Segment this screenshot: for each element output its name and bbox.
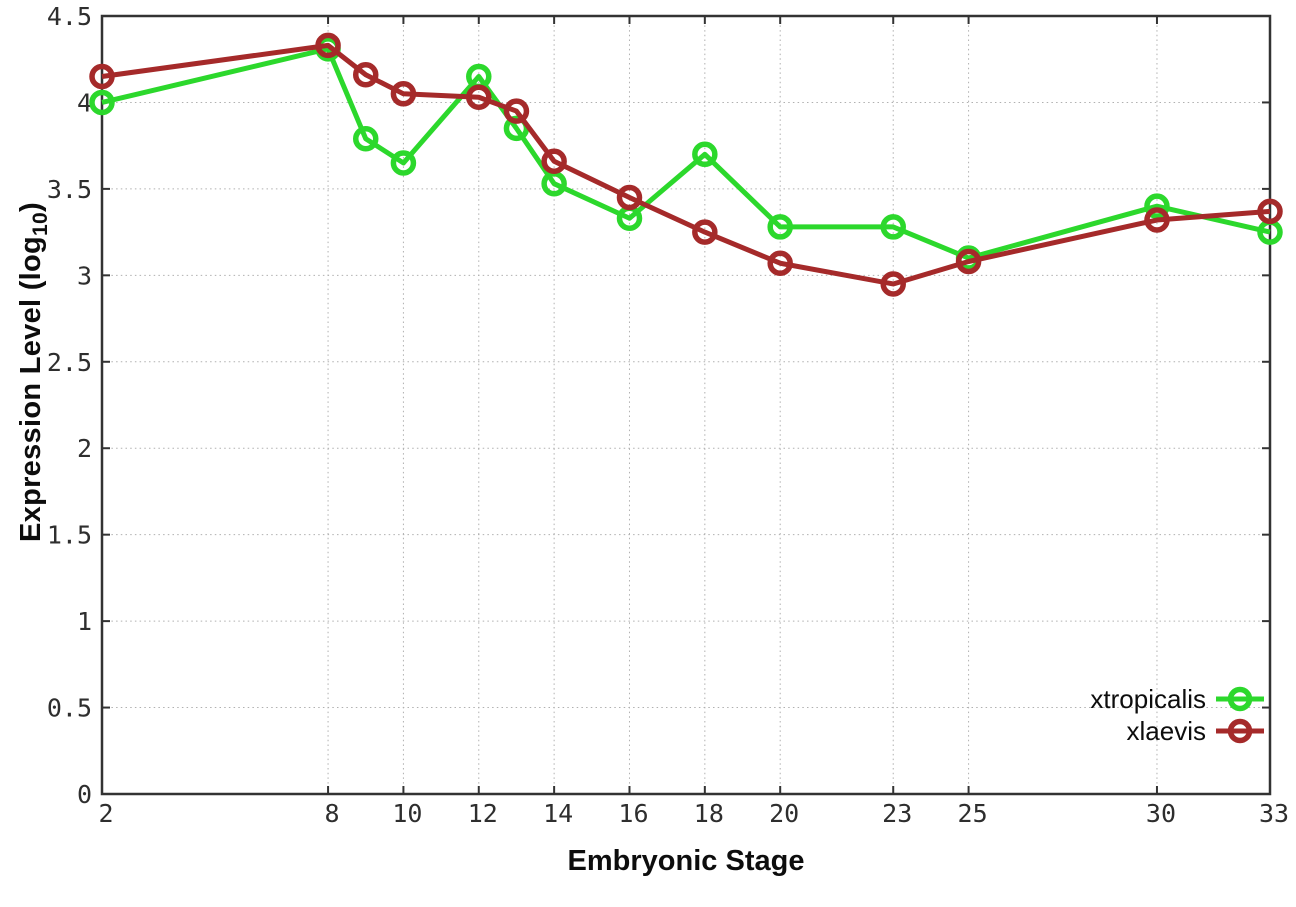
- data-point-xlaevis: [692, 219, 718, 245]
- y-axis-title-subscript: 10: [29, 211, 52, 236]
- data-point-xtropicalis: [767, 214, 793, 240]
- data-point-xtropicalis: [692, 141, 718, 168]
- data-point-xlaevis: [955, 248, 982, 275]
- legend-marker-icon: [1216, 718, 1264, 744]
- y-axis-title-close: ): [15, 202, 47, 212]
- y-tick-label: 0.5: [47, 694, 92, 723]
- data-point-xlaevis: [616, 184, 643, 211]
- y-axis-title: Expression Level (log10): [15, 202, 53, 542]
- legend-marker-icon: [1216, 686, 1264, 712]
- x-tick-label: 10: [392, 799, 422, 828]
- series-line-xlaevis: [101, 42, 1271, 287]
- data-point-xlaevis: [767, 250, 793, 276]
- y-tick-label: 1: [77, 607, 92, 636]
- x-tick-label: 18: [694, 799, 724, 828]
- plot-frame: [100, 14, 1272, 796]
- series-line-xtropicalis: [101, 46, 1271, 261]
- y-axis-title-text: Expression Level (log: [15, 235, 47, 542]
- data-point-xtropicalis: [390, 150, 417, 176]
- y-tick-label: 4.5: [47, 2, 92, 31]
- data-point-xlaevis: [315, 32, 341, 59]
- data-point-xtropicalis: [880, 214, 906, 240]
- data-point-xlaevis: [880, 271, 906, 297]
- x-tick-label: 14: [543, 799, 573, 828]
- legend: xtropicalis xlaevis: [1090, 684, 1264, 746]
- y-tick-label: 3.5: [47, 175, 92, 204]
- data-point-xlaevis: [1144, 207, 1170, 233]
- x-tick-label: 2: [98, 799, 113, 828]
- x-axis-title: Embryonic Stage: [567, 845, 805, 877]
- data-point-xtropicalis: [1144, 193, 1170, 219]
- x-tick-label: 16: [618, 799, 648, 828]
- data-point-xlaevis: [466, 84, 492, 111]
- data-point-xtropicalis: [89, 89, 115, 116]
- x-tick-label: 8: [325, 799, 340, 828]
- legend-label: xtropicalis: [1090, 683, 1206, 714]
- y-tick-label: 2: [77, 434, 92, 463]
- x-tick-label: 30: [1146, 799, 1176, 828]
- data-point-xlaevis: [352, 62, 379, 88]
- data-point-xlaevis: [390, 81, 417, 107]
- legend-item-xtropicalis: xtropicalis: [1090, 684, 1264, 714]
- data-point-xlaevis: [89, 63, 115, 90]
- x-tick-label: 25: [958, 799, 988, 828]
- data-point-xtropicalis: [352, 126, 379, 152]
- y-tick-label: 3: [77, 261, 92, 290]
- data-point-xlaevis: [1257, 198, 1283, 225]
- x-tick-label: 20: [769, 799, 799, 828]
- y-tick-label: 4: [77, 88, 92, 117]
- y-tick-label: 2.5: [47, 348, 92, 377]
- y-tick-label: 1.5: [47, 521, 92, 550]
- y-tick-label: 0: [77, 780, 92, 809]
- data-point-xlaevis: [541, 148, 567, 174]
- legend-item-xlaevis: xlaevis: [1127, 716, 1264, 746]
- x-tick-label: 12: [468, 799, 498, 828]
- data-point-xlaevis: [503, 98, 530, 124]
- x-tick-label: 23: [882, 799, 912, 828]
- legend-label: xlaevis: [1126, 715, 1206, 746]
- x-tick-label: 33: [1259, 799, 1289, 828]
